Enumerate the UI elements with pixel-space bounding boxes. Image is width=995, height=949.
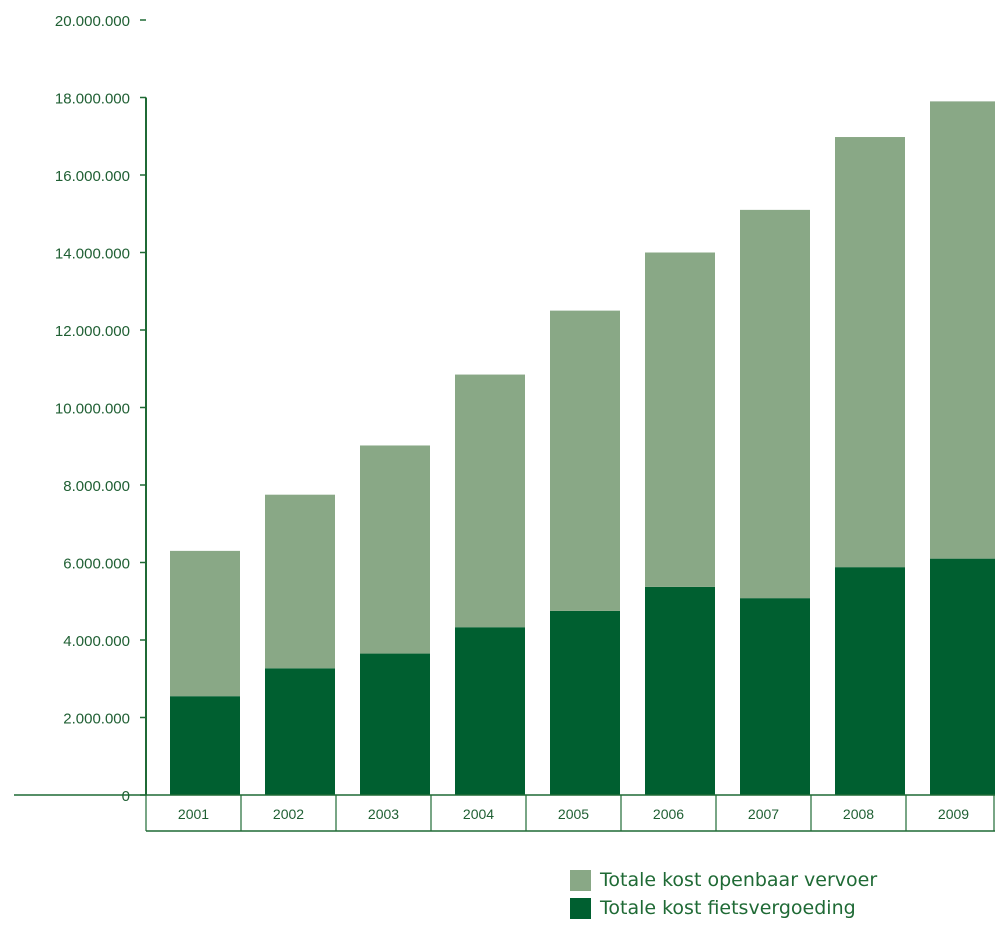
y-tick-label: 2.000.000 <box>63 711 130 728</box>
y-axis: 0 2.000.000 4.000.000 6.000.000 8.000.000 10.… <box>55 13 147 805</box>
y-tick-label: 10.000.000 <box>55 401 130 418</box>
y-tick-label: 12.000.000 <box>55 323 130 340</box>
bar-openbaar-vervoer-2003 <box>360 445 430 654</box>
x-tick-label-2005: 2005 <box>558 806 589 822</box>
x-tick-label-2008: 2008 <box>843 806 874 822</box>
legend-swatch-fietsvergoeding <box>570 897 591 919</box>
y-tick-label: 14.000.000 <box>55 246 130 263</box>
bar-openbaar-vervoer-2009 <box>930 101 995 559</box>
legend-item-fietsvergoeding: Totale kost fietsvergoeding <box>570 894 877 922</box>
x-tick-label-2003: 2003 <box>368 806 399 822</box>
bar-fietsvergoeding-2009 <box>930 558 995 795</box>
y-tick-label: 8.000.000 <box>63 478 130 495</box>
y-tick-label: 18.000.000 <box>55 91 130 108</box>
x-tick-label-2009: 2009 <box>938 806 969 822</box>
bar-openbaar-vervoer-2004 <box>455 374 525 628</box>
bar-openbaar-vervoer-2007 <box>740 209 810 599</box>
y-tick-label: 4.000.000 <box>63 633 130 650</box>
y-tick-label: 16.000.000 <box>55 168 130 185</box>
legend-swatch-openbaar-vervoer <box>570 869 591 891</box>
bar-openbaar-vervoer-2008 <box>835 137 905 568</box>
x-tick-label-2002: 2002 <box>273 806 304 822</box>
bar-fietsvergoeding-2007 <box>740 598 810 795</box>
legend: Totale kost openbaar vervoer Totale kost… <box>570 866 877 922</box>
y-tick-label: 6.000.000 <box>63 556 130 573</box>
y-tick-label: 0 <box>122 788 130 805</box>
x-tick-label-2004: 2004 <box>463 806 494 822</box>
legend-label-fietsvergoeding: Totale kost fietsvergoeding <box>600 897 856 919</box>
bar-openbaar-vervoer-2006 <box>645 252 715 587</box>
x-tick-label-2006: 2006 <box>653 806 684 822</box>
bar-openbaar-vervoer-2002 <box>265 494 335 669</box>
bar-openbaar-vervoer-2001 <box>170 550 240 697</box>
y-tick-label: 20.000.000 <box>55 13 130 30</box>
bar-fietsvergoeding-2008 <box>835 567 905 795</box>
legend-label-openbaar-vervoer: Totale kost openbaar vervoer <box>600 869 878 891</box>
bar-fietsvergoeding-2005 <box>550 610 620 795</box>
bar-fietsvergoeding-2001 <box>170 696 240 795</box>
stacked-bar-chart: 0 2.000.000 4.000.000 6.000.000 8.000.000 10.… <box>14 13 995 832</box>
bar-fietsvergoeding-2002 <box>265 668 335 795</box>
bar-fietsvergoeding-2006 <box>645 586 715 795</box>
legend-item-openbaar-vervoer: Totale kost openbaar vervoer <box>570 866 877 894</box>
bar-fietsvergoeding-2003 <box>360 653 430 795</box>
x-tick-label-2001: 2001 <box>178 806 209 822</box>
x-axis: 2001 2002 2003 2004 2005 2006 2007 2008 2009 <box>14 794 995 832</box>
x-tick-label-2007: 2007 <box>748 806 779 822</box>
bars <box>170 101 995 795</box>
bar-openbaar-vervoer-2005 <box>550 310 620 611</box>
bar-fietsvergoeding-2004 <box>455 627 525 795</box>
